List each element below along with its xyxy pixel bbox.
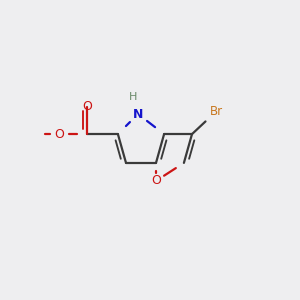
Text: N: N	[133, 107, 143, 121]
Text: O: O	[82, 100, 92, 113]
Text: O: O	[54, 128, 64, 141]
Text: H: H	[129, 92, 137, 102]
Text: O: O	[151, 174, 161, 188]
Text: Br: Br	[209, 105, 223, 118]
